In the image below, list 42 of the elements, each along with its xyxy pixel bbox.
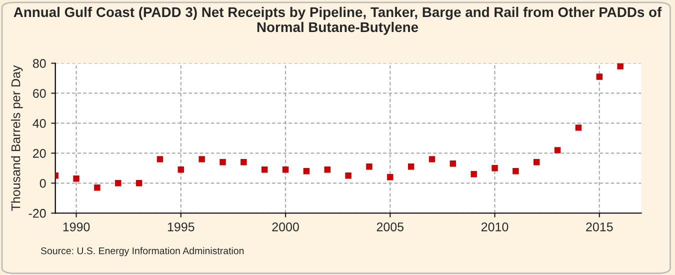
source-note: Source: U.S. Energy Information Administration bbox=[40, 247, 244, 256]
x-tick-label: 1990 bbox=[63, 222, 90, 232]
y-tick-label: 80 bbox=[32, 59, 46, 68]
y-tick-label: 40 bbox=[32, 119, 46, 128]
point bbox=[345, 172, 352, 179]
y-tick-label: 0 bbox=[40, 178, 46, 188]
x-tick-label: 2005 bbox=[376, 222, 404, 232]
point bbox=[136, 180, 142, 186]
point bbox=[240, 159, 247, 166]
point bbox=[115, 180, 122, 186]
point bbox=[220, 159, 226, 166]
point bbox=[303, 168, 310, 174]
point bbox=[596, 74, 603, 80]
chart-title: Annual Gulf Coast (PADD 3) Net Receipts by Pipeline, Tanker, Barge and Rail from Other PADDs of Normal Butane-Butylene bbox=[14, 6, 662, 35]
point bbox=[512, 168, 519, 174]
point bbox=[94, 184, 100, 191]
point bbox=[408, 164, 414, 170]
point bbox=[282, 166, 289, 173]
point bbox=[470, 171, 477, 178]
point bbox=[617, 63, 624, 70]
point bbox=[324, 166, 330, 173]
y-axis-title: Thousand Barrels per Day bbox=[11, 65, 23, 211]
x-tick-label: 2015 bbox=[586, 222, 613, 232]
x-tick-label: 1995 bbox=[168, 222, 194, 232]
point bbox=[178, 166, 184, 173]
x-tick-label: 2010 bbox=[482, 222, 508, 232]
point bbox=[554, 147, 561, 154]
y-tick-label: -20 bbox=[28, 208, 46, 218]
point bbox=[387, 174, 394, 180]
y-tick-label: 20 bbox=[33, 148, 46, 158]
point bbox=[492, 165, 498, 172]
point bbox=[450, 160, 456, 167]
point bbox=[156, 156, 164, 162]
point bbox=[428, 156, 436, 162]
point bbox=[366, 164, 372, 170]
point bbox=[575, 124, 582, 131]
point bbox=[198, 156, 205, 162]
x-tick-label: 2000 bbox=[272, 222, 299, 232]
point bbox=[73, 176, 80, 182]
y-tick-label: 60 bbox=[33, 89, 46, 98]
point bbox=[534, 159, 540, 166]
point bbox=[261, 166, 268, 173]
